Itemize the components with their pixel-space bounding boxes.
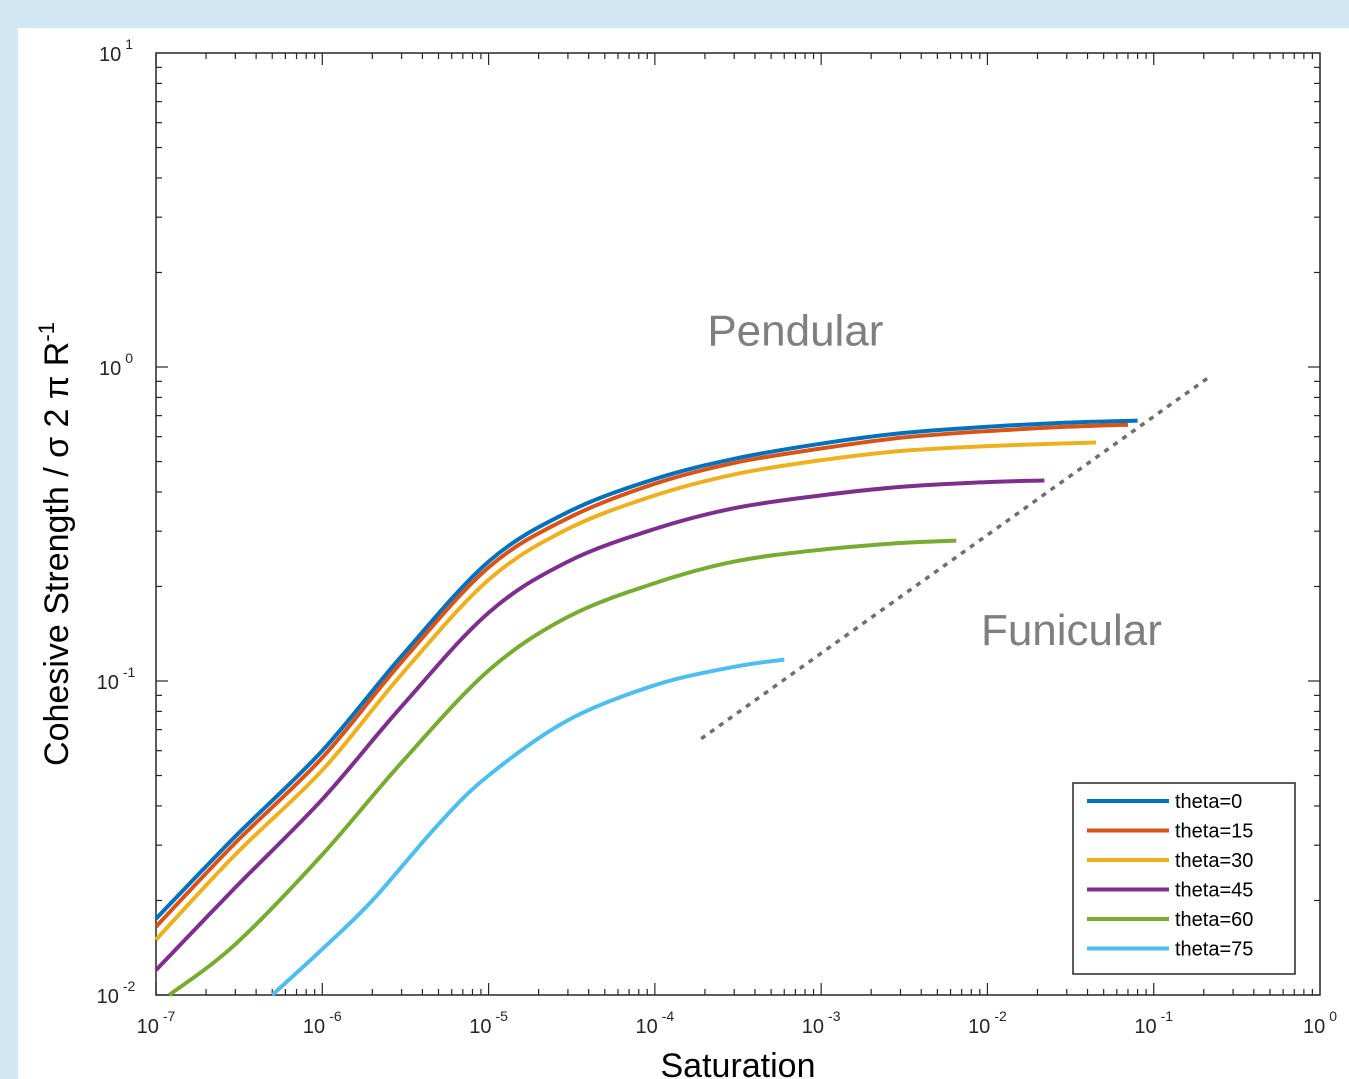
series-line-theta-30 [154,440,1097,942]
y-axis-title: Cohesive Strength / σ 2 π R-1 [34,322,76,766]
x-tick-exponent: -6 [329,1008,342,1024]
x-tick-label: 10 -6 [303,1008,342,1038]
annotation-funicular: Funicular [981,606,1162,655]
annotation-layer: Pendular Funicular [707,307,1162,656]
series-layer [154,376,1209,997]
y-tick-base: 10 [99,358,121,380]
pendular-funicular-boundary [700,376,1209,741]
x-tick-label: 10 -7 [137,1008,176,1038]
x-tick-base: 10 [802,1016,824,1038]
x-tick-exponent: -1 [1161,1008,1174,1024]
y-tick-label: 10 0 [99,350,133,380]
x-axis-title: Saturation [661,1047,816,1079]
x-tick-base: 10 [137,1016,159,1038]
y-tick-exponent: -1 [123,664,136,680]
y-tick-exponent: -2 [123,978,136,994]
x-tick-label: 10 -5 [469,1008,508,1038]
legend: theta=0 theta=15 theta=30 theta=45 theta=60 t… [1072,782,1296,975]
y-tick-label: 10 1 [99,36,133,66]
series-line-theta-15 [154,422,1129,929]
y-tick-exponent: 0 [125,350,133,366]
x-tick-base: 10 [303,1016,325,1038]
legend-label: theta=15 [1175,821,1253,843]
series-line-theta-60 [167,538,957,997]
legend-label: theta=30 [1175,850,1253,872]
legend-box [1072,782,1296,975]
figure-panel: 10 -7 10 -6 10 -5 10 -4 10 -3 10 -2 10 -1 10 0 10 -2 10 -1… [18,28,1349,1079]
x-tick-label: 10 -4 [636,1008,675,1038]
legend-label: theta=60 [1175,909,1253,931]
y-axis-title-exponent: -1 [34,322,59,342]
y-tick-label: 10 -1 [97,664,136,694]
legend-label: theta=0 [1175,791,1242,813]
y-tick-base: 10 [97,986,119,1008]
y-tick-exponent: 1 [125,36,133,52]
x-tick-label: 10 -1 [1134,1008,1173,1038]
series-line-theta-0 [154,418,1138,921]
y-tick-base: 10 [97,672,119,694]
x-tick-exponent: -4 [662,1008,675,1024]
legend-label: theta=75 [1175,939,1253,961]
x-tick-base: 10 [1303,1016,1325,1038]
cohesive-strength-chart: 10 -7 10 -6 10 -5 10 -4 10 -3 10 -2 10 -1 10 0 10-210-1… [34,36,1337,1079]
x-tick-exponent: -2 [994,1008,1007,1024]
x-tick-exponent: -3 [828,1008,841,1024]
x-tick-label: 10 -2 [968,1008,1007,1038]
x-tick-exponent: 0 [1329,1008,1337,1024]
annotation-pendular: Pendular [707,307,883,356]
x-tick-exponent: -5 [495,1008,508,1024]
x-tick-label: 10 0 [1303,1008,1337,1038]
y-axis-title-main: Cohesive Strength / σ 2 π R [38,342,76,766]
x-tick-base: 10 [1134,1016,1156,1038]
legend-label: theta=45 [1175,880,1253,902]
x-tick-exponent: -7 [163,1008,176,1024]
x-tick-base: 10 [636,1016,658,1038]
x-tick-base: 10 [469,1016,491,1038]
x-axis: 10 -7 10 -6 10 -5 10 -4 10 -3 10 -2 10 -1 10 0 [137,53,1337,1038]
y-tick-label: 10 -2 [97,978,136,1008]
y-tick-base: 10 [99,44,121,66]
series-line-theta-75 [270,657,785,997]
x-tick-label: 10 -3 [802,1008,841,1038]
x-tick-base: 10 [968,1016,990,1038]
series-line-theta-45 [154,478,1045,972]
